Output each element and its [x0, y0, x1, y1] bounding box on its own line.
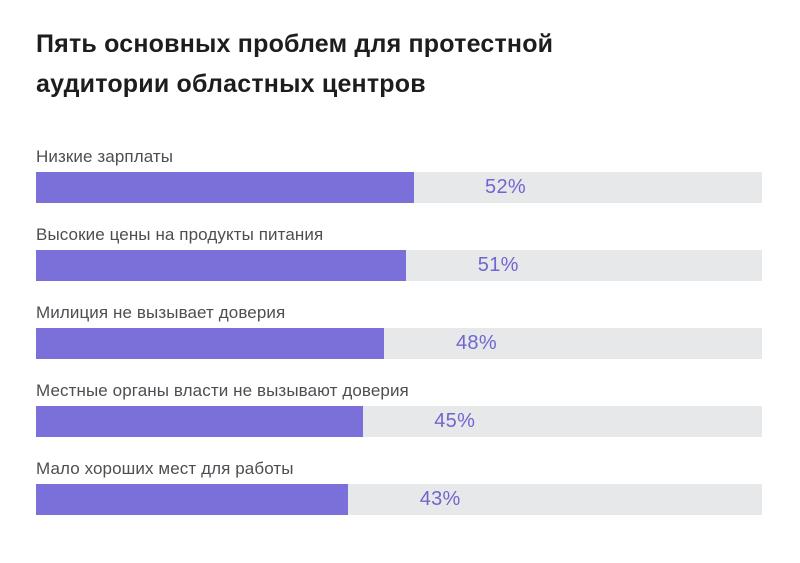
bar-row-local-authorities-distrust: Местные органы власти не вызывают довери… [36, 381, 762, 437]
bar-fill [36, 484, 349, 515]
chart-title: Пять основных проблем для протестной ауд… [36, 24, 762, 104]
bar-chart: Низкие зарплаты 52% Высокие цены на прод… [36, 147, 762, 515]
bar-category-label: Милиция не вызывает доверия [36, 303, 286, 322]
bar-row-low-salaries: Низкие зарплаты 52% [36, 147, 762, 203]
bar-fill [36, 328, 385, 359]
bar-value-label: 43% [419, 488, 461, 510]
bar-value-label: 51% [477, 254, 519, 276]
bar-row-police-distrust: Милиция не вызывает доверия 48% [36, 303, 762, 359]
bar-track: 45% [36, 406, 762, 437]
bar-track: 43% [36, 484, 762, 515]
bar-track: 51% [36, 250, 762, 281]
chart-title-line-1: Пять основных проблем для протестной [36, 30, 554, 58]
bar-value-label: 52% [485, 176, 526, 198]
bar-fill [36, 172, 414, 203]
chart-title-line-2: аудитории областных центров [36, 70, 426, 98]
bar-category-label: Высокие цены на продукты питания [36, 225, 324, 244]
bar-category-label: Мало хороших мест для работы [36, 459, 294, 478]
bar-fill [36, 250, 407, 281]
bar-row-high-food-prices: Высокие цены на продукты питания 51% [36, 225, 762, 281]
bar-fill [36, 406, 363, 437]
bar-track: 52% [36, 172, 762, 203]
bar-row-few-good-jobs: Мало хороших мест для работы 43% [36, 459, 762, 515]
bar-category-label: Низкие зарплаты [36, 147, 174, 166]
bar-value-label: 45% [434, 410, 476, 432]
bar-value-label: 48% [456, 332, 497, 354]
bar-track: 48% [36, 328, 762, 359]
bar-category-label: Местные органы власти не вызывают довери… [36, 381, 409, 400]
